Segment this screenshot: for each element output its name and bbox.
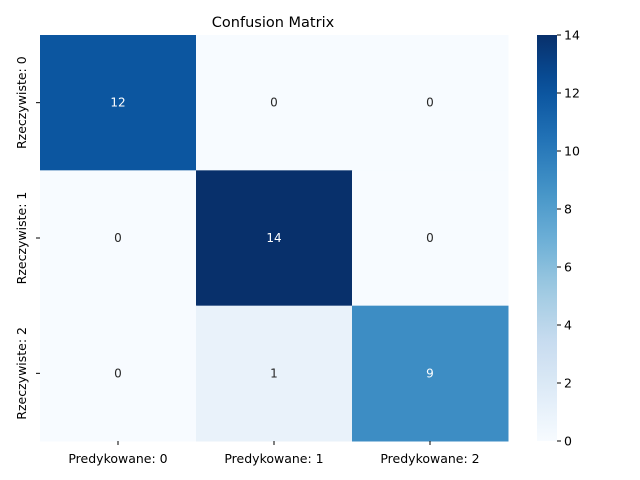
cell-value-label: 0 <box>426 231 434 245</box>
heatmap-cell <box>196 170 353 307</box>
heatmap-cell <box>40 305 197 442</box>
colorbar-tick-label: 4 <box>564 318 572 333</box>
colorbar-gradient <box>537 35 557 441</box>
colorbar-tick-label: 2 <box>564 376 572 391</box>
heatmap-cell <box>352 305 509 442</box>
cell-value-label: 0 <box>114 231 122 245</box>
heatmap-cell <box>352 35 509 171</box>
cell-value-label: 9 <box>426 366 434 380</box>
cell-value-label: 0 <box>426 96 434 110</box>
heatmap-cell <box>196 305 353 442</box>
colorbar-tick-label: 12 <box>564 86 580 101</box>
x-tick-label: Predykowane: 0 <box>68 451 167 466</box>
colorbar-tick-label: 6 <box>564 260 572 275</box>
cell-value-label: 12 <box>110 96 125 110</box>
cell-value-label: 14 <box>266 231 281 245</box>
cell-value-label: 0 <box>114 366 122 380</box>
y-axis: Rzeczywiste: 0 Rzeczywiste: 1 Rzeczywiste:… <box>14 56 40 420</box>
colorbar-tick-label: 0 <box>564 434 572 449</box>
y-tick-label: Rzeczywiste: 1 <box>14 192 29 285</box>
heatmap-cell <box>40 170 197 307</box>
cell-value-label: 0 <box>270 96 278 110</box>
y-tick-label: Rzeczywiste: 2 <box>14 327 29 420</box>
x-tick-label: Predykowane: 1 <box>224 451 323 466</box>
heatmap-cell <box>196 35 353 171</box>
heatmap-cell <box>40 35 197 171</box>
heatmap-annotations: 12 0 0 0 14 0 0 1 9 <box>110 96 433 381</box>
x-axis: Predykowane: 0 Predykowane: 1 Predykowane:… <box>68 441 480 466</box>
x-tick-label: Predykowane: 2 <box>380 451 479 466</box>
colorbar-tick-label: 8 <box>564 202 572 217</box>
colorbar-tick-label: 10 <box>564 144 580 159</box>
y-tick-label: Rzeczywiste: 0 <box>14 56 29 149</box>
chart-title: Confusion Matrix <box>212 15 335 31</box>
heatmap-cells <box>40 35 509 442</box>
cell-value-label: 1 <box>270 366 278 380</box>
colorbar: 0 2 4 6 8 10 12 14 <box>537 28 580 449</box>
colorbar-tick-label: 14 <box>564 28 580 43</box>
heatmap-cell <box>352 170 509 307</box>
